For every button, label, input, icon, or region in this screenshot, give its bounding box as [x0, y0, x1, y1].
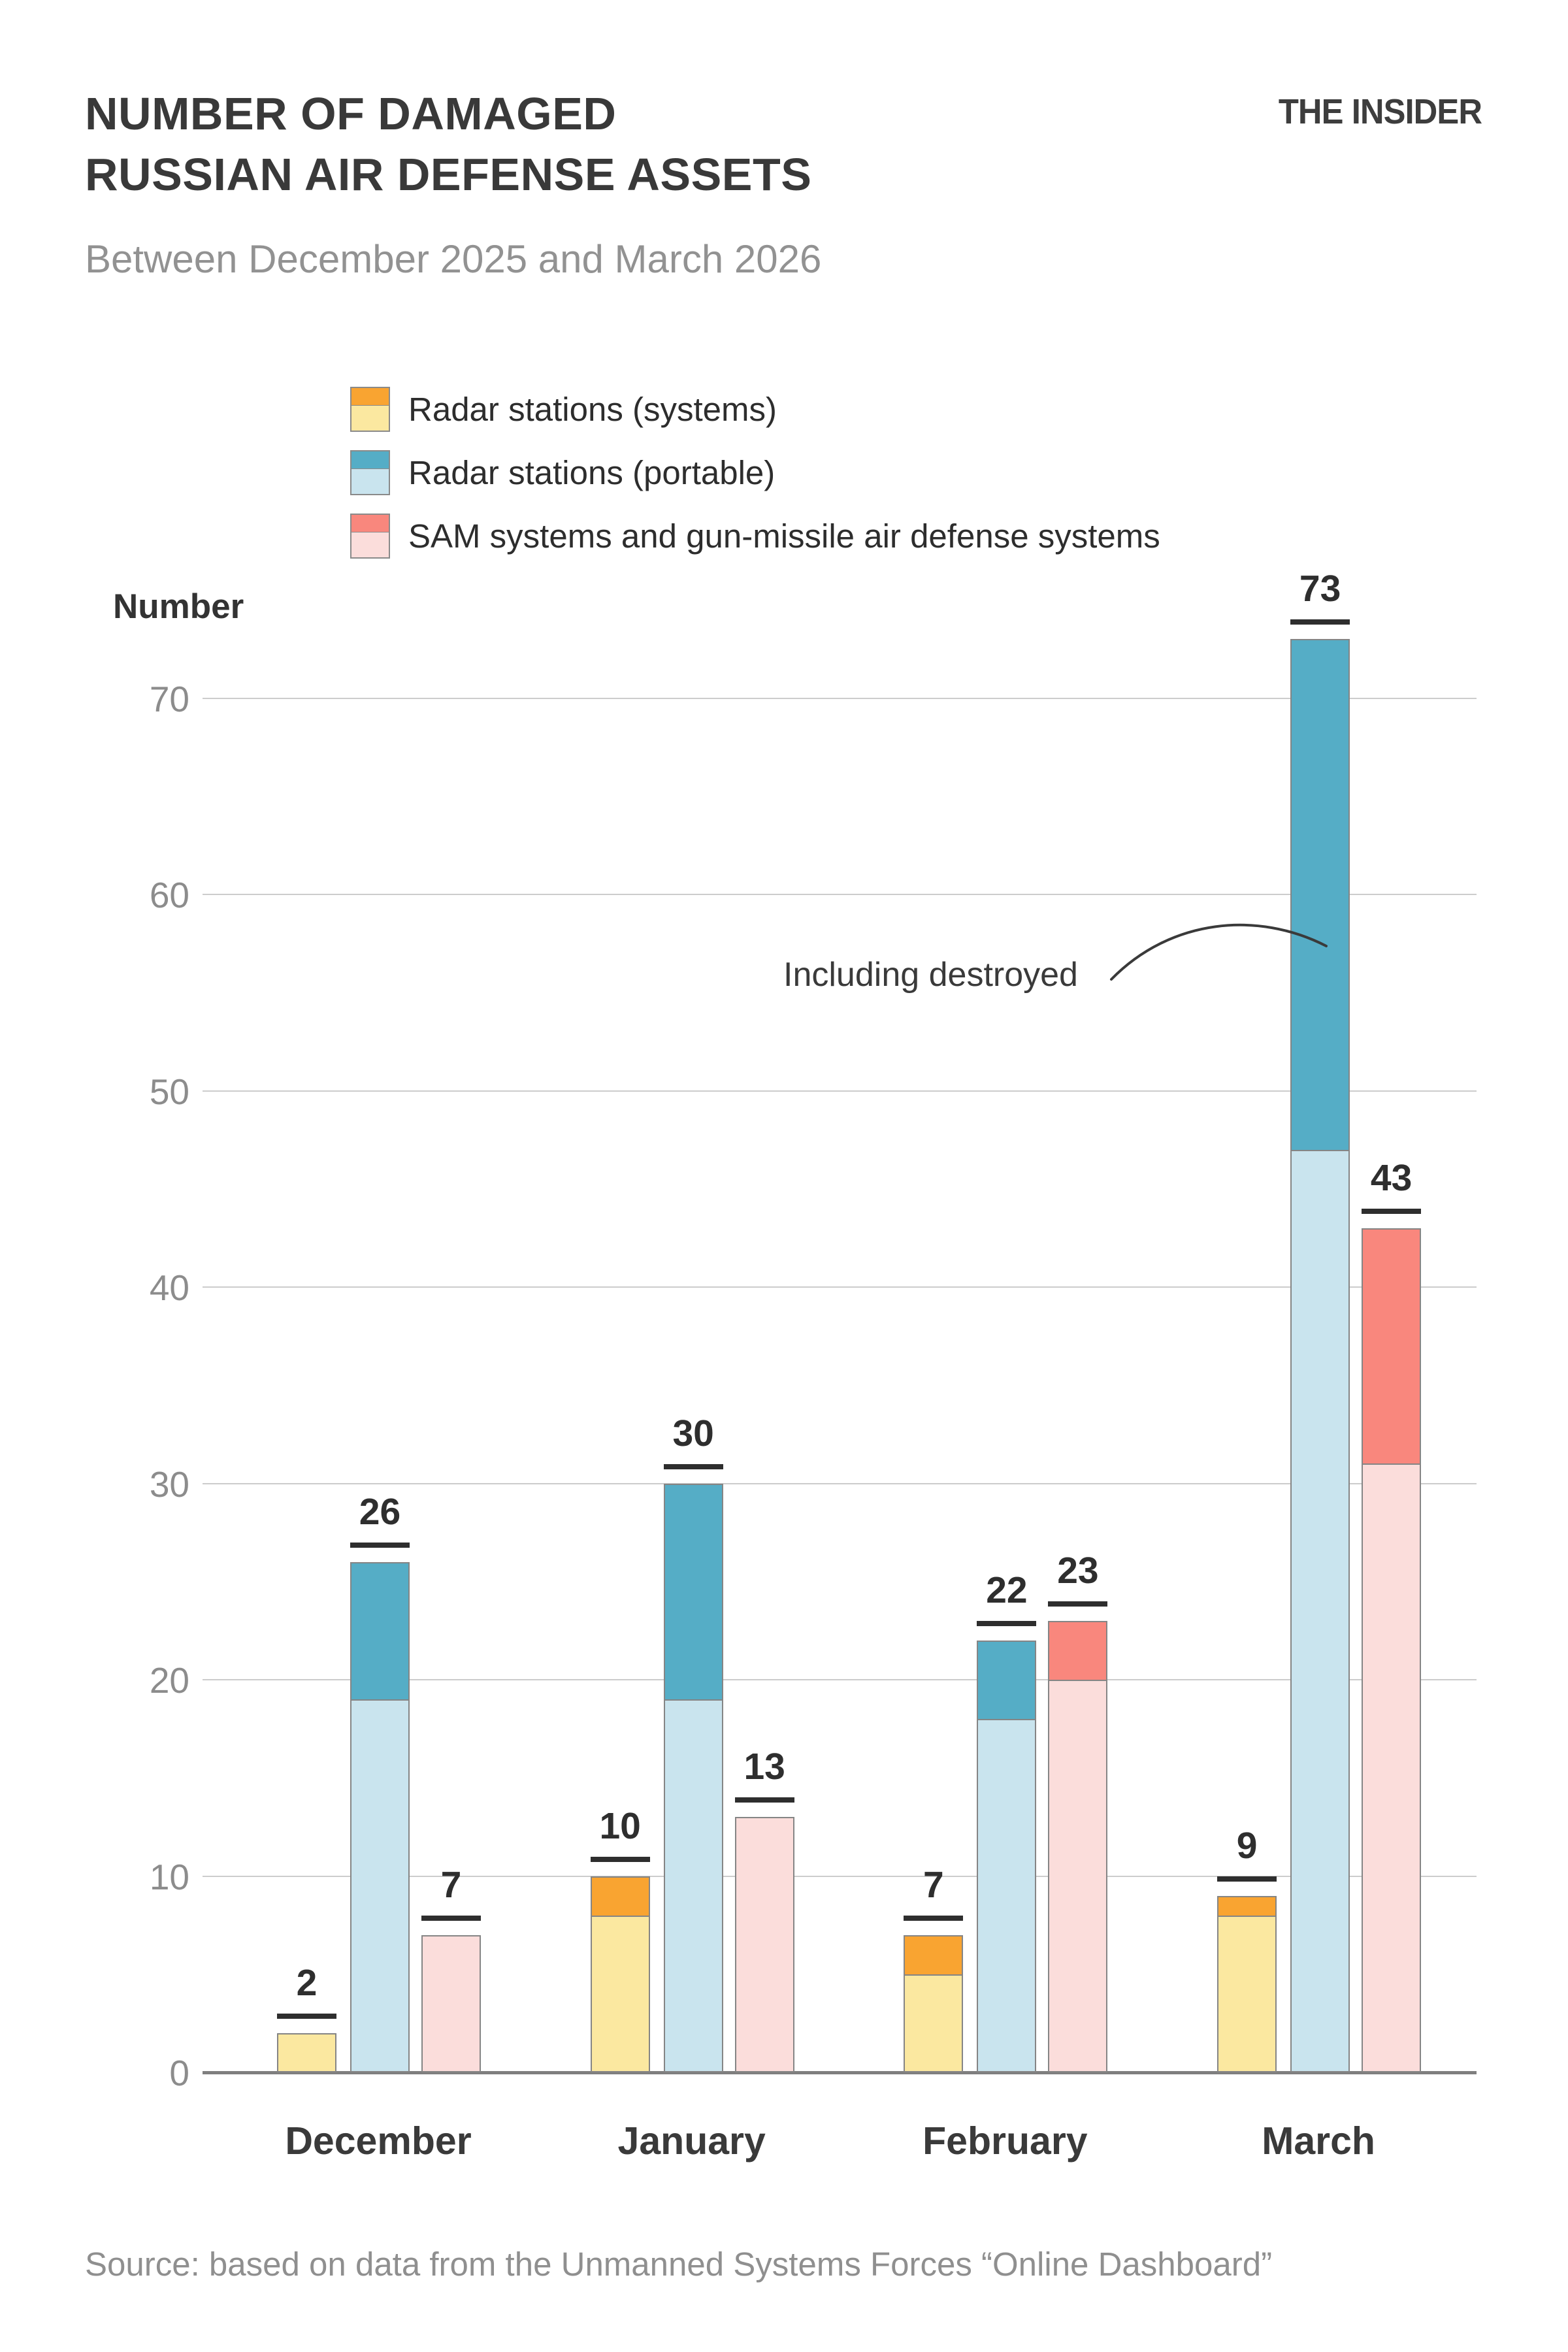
value-label-line-december-sam-systems — [421, 1915, 481, 1921]
value-label-line-february-radar-systems — [904, 1915, 964, 1921]
legend-swatch-damaged-part — [351, 406, 389, 431]
value-label-line-march-radar-systems — [1217, 1876, 1277, 1882]
y-tick-label-50: 50 — [149, 1071, 189, 1112]
y-tick-label-60: 60 — [149, 875, 189, 915]
x-axis-label-march: March — [1262, 2119, 1375, 2163]
value-label-january-radar-portable: 30 — [672, 1412, 714, 1454]
gridline-40 — [203, 1286, 1477, 1288]
value-label-december-radar-portable: 26 — [359, 1490, 401, 1533]
legend-label: SAM systems and gun-missile air defense … — [408, 517, 1160, 555]
x-axis-line — [203, 2071, 1477, 2074]
x-axis-label-february: February — [923, 2119, 1088, 2163]
value-label-march-sam-systems: 43 — [1370, 1156, 1413, 1199]
legend-label: Radar stations (portable) — [408, 454, 776, 491]
source-note: Source: based on data from the Unmanned … — [85, 2246, 1273, 2283]
y-tick-label-30: 30 — [149, 1463, 189, 1505]
value-label-line-february-sam-systems — [1048, 1601, 1108, 1607]
legend-label: Radar stations (systems) — [408, 391, 777, 428]
bar-february-radar-portable — [977, 1640, 1037, 2072]
value-label-february-radar-portable: 22 — [986, 1569, 1028, 1611]
value-label-march-radar-portable: 73 — [1299, 568, 1341, 610]
value-label-march-radar-systems: 9 — [1236, 1824, 1258, 1867]
legend-swatch-destroyed-part — [351, 451, 389, 469]
subtitle: Between December 2025 and March 2026 — [85, 237, 822, 281]
y-tick-label-70: 70 — [149, 678, 189, 719]
value-label-line-december-radar-systems — [277, 2013, 336, 2019]
title-line-1: NUMBER OF DAMAGED — [85, 88, 617, 139]
bar-destroyed-segment-january-radar-portable — [664, 1484, 722, 1701]
value-label-line-february-radar-portable — [977, 1620, 1037, 1626]
value-label-february-radar-systems: 7 — [923, 1863, 944, 1906]
bar-march-sam-systems — [1362, 1228, 1422, 2072]
value-label-january-sam-systems: 13 — [743, 1746, 785, 1788]
legend-swatch-damaged-part — [351, 469, 389, 494]
bar-march-radar-systems — [1217, 1895, 1277, 2072]
value-label-february-sam-systems: 23 — [1057, 1549, 1099, 1592]
bar-december-sam-systems — [421, 1935, 481, 2072]
legend-item: Radar stations (systems) — [350, 387, 777, 432]
legend-item: SAM systems and gun-missile air defense … — [350, 514, 1160, 559]
bar-december-radar-portable — [350, 1561, 410, 2072]
gridline-60 — [203, 894, 1477, 895]
value-label-line-march-sam-systems — [1362, 1208, 1422, 1214]
legend-swatch-icon — [350, 450, 390, 495]
value-label-december-sam-systems: 7 — [440, 1863, 462, 1906]
page-title: NUMBER OF DAMAGED RUSSIAN AIR DEFENSE ASS… — [85, 84, 811, 205]
y-tick-label-40: 40 — [149, 1267, 189, 1308]
legend-swatch-destroyed-part — [351, 515, 389, 532]
y-tick-label-10: 10 — [149, 1856, 189, 1897]
bar-destroyed-segment-december-radar-portable — [351, 1563, 408, 1701]
gridline-50 — [203, 1090, 1477, 1092]
title-line-2: RUSSIAN AIR DEFENSE ASSETS — [85, 149, 812, 200]
bar-destroyed-segment-march-radar-portable — [1292, 640, 1349, 1151]
bar-destroyed-segment-february-sam-systems — [1049, 1622, 1107, 1681]
y-tick-label-0: 0 — [169, 2053, 189, 2093]
legend-swatch-destroyed-part — [351, 388, 389, 406]
bar-february-radar-systems — [904, 1935, 964, 2072]
value-label-january-radar-systems: 10 — [599, 1805, 641, 1847]
y-axis-title: Number — [113, 587, 244, 626]
bar-destroyed-segment-march-radar-systems — [1218, 1897, 1276, 1917]
value-label-line-january-sam-systems — [734, 1797, 794, 1803]
bar-destroyed-segment-january-radar-systems — [591, 1877, 649, 1917]
annotation-including-destroyed: Including destroyed — [783, 956, 1078, 994]
bar-march-radar-portable — [1290, 639, 1350, 2072]
value-label-line-january-radar-portable — [663, 1463, 723, 1469]
legend-swatch-icon — [350, 514, 390, 559]
bar-january-sam-systems — [734, 1817, 794, 2072]
value-label-line-january-radar-systems — [590, 1856, 650, 1862]
gridline-30 — [203, 1482, 1477, 1484]
legend-swatch-icon — [350, 387, 390, 432]
bar-destroyed-segment-february-radar-systems — [905, 1936, 962, 1976]
gridline-70 — [203, 697, 1477, 699]
gridline-10 — [203, 1875, 1477, 1877]
value-label-line-december-radar-portable — [350, 1542, 410, 1548]
bar-destroyed-segment-march-sam-systems — [1363, 1229, 1420, 1465]
value-label-december-radar-systems: 2 — [296, 1961, 318, 2004]
gridline-20 — [203, 1679, 1477, 1680]
legend-item: Radar stations (portable) — [350, 450, 775, 495]
bar-december-radar-systems — [277, 2033, 336, 2072]
bar-january-radar-portable — [663, 1483, 723, 2072]
value-label-line-march-radar-portable — [1290, 619, 1350, 625]
bar-february-sam-systems — [1048, 1620, 1108, 2072]
x-axis-label-december: December — [285, 2119, 472, 2163]
y-tick-label-20: 20 — [149, 1660, 189, 1701]
legend-swatch-damaged-part — [351, 532, 389, 557]
bar-destroyed-segment-february-radar-portable — [978, 1641, 1036, 1721]
bar-january-radar-systems — [590, 1876, 650, 2072]
the-insider-logo: THE INSIDER — [1278, 92, 1482, 131]
x-axis-label-january: January — [617, 2119, 766, 2163]
